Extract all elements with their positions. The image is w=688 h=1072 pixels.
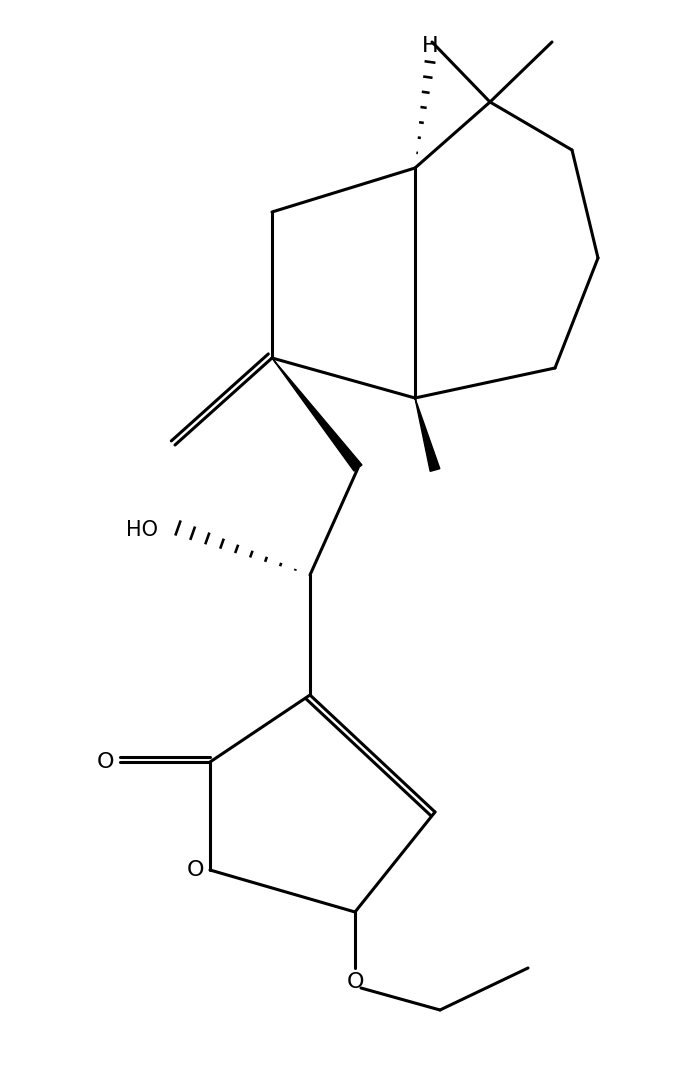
Text: H: H xyxy=(422,36,438,56)
Polygon shape xyxy=(415,398,440,472)
Polygon shape xyxy=(272,358,362,471)
Text: O: O xyxy=(346,972,364,992)
Text: HO: HO xyxy=(126,520,158,540)
Text: O: O xyxy=(187,860,205,880)
Text: O: O xyxy=(97,751,115,772)
